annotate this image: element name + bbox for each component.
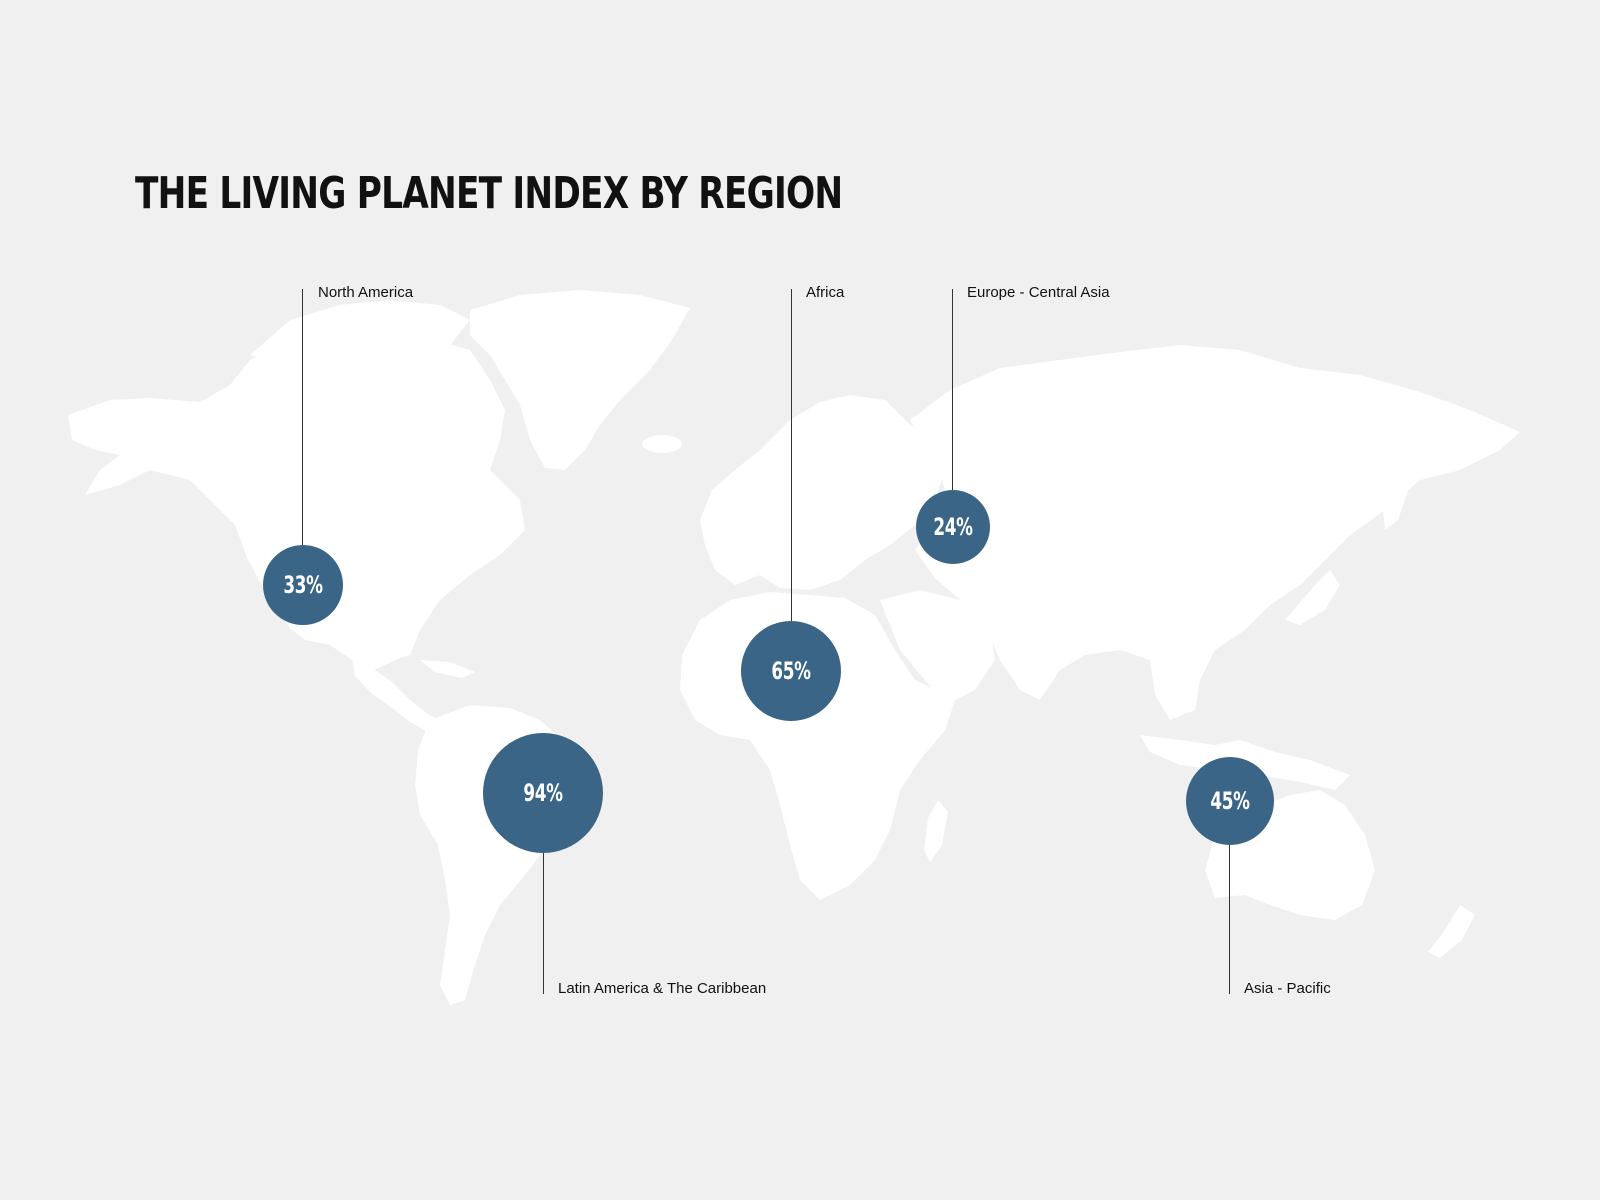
landmass-british-isles [720,482,742,520]
landmass-north-america [68,330,525,672]
leader-line-latin-america [543,852,544,994]
landmass-europe [700,395,945,590]
bubble-value-africa: 65% [771,657,811,685]
landmass-central-america [352,658,438,732]
bubble-value-asia-pacific: 45% [1210,787,1250,815]
bubble-asia-pacific: 45% [1186,757,1274,845]
landmass-caribbean [420,660,475,678]
bubble-latin-america: 94% [483,733,603,853]
landmass-madagascar [924,800,948,862]
leader-line-africa [791,289,792,621]
bubble-value-latin-america: 94% [523,779,563,807]
landmass-greenland [470,290,690,470]
bubble-north-america: 33% [263,545,343,625]
landmass-new-zealand [1428,905,1475,958]
landmass-iceland [642,435,682,453]
region-label-latin-america: Latin America & The Caribbean [558,980,767,997]
leader-line-north-america [302,289,303,545]
region-label-north-america: North America [318,284,414,301]
region-label-asia-pacific: Asia - Pacific [1244,980,1331,997]
landmass-japan [1285,570,1340,625]
leader-line-europe-central-asia [952,289,953,490]
bubble-value-north-america: 33% [283,571,323,599]
leader-line-asia-pacific [1229,843,1230,994]
bubble-europe-central-asia: 24% [916,490,990,564]
page-title: THE LIVING PLANET INDEX BY REGION [135,168,843,219]
landmass-asia [910,345,1520,720]
region-label-europe-central-asia: Europe - Central Asia [967,284,1110,301]
bubble-africa: 65% [741,621,841,721]
landmass-middle-east [880,590,995,705]
landmass-kamchatka [1382,470,1410,530]
region-label-africa: Africa [806,284,845,301]
bubble-value-europe-central-asia: 24% [933,513,973,541]
landmass-arctic-islands [250,300,470,368]
